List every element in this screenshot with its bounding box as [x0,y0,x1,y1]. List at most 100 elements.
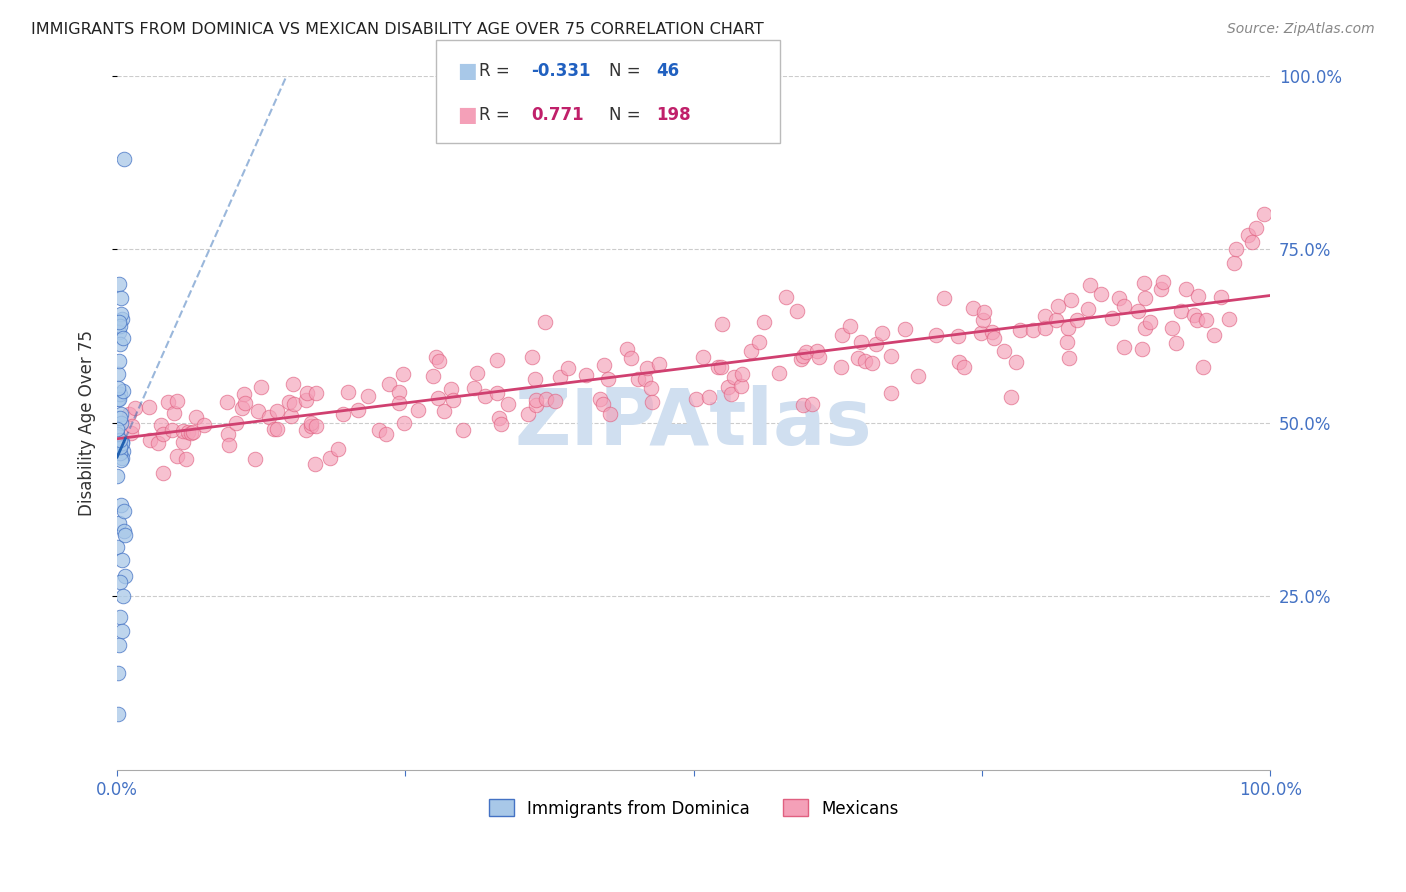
Point [533,314,555,328]
Point [326,442,349,457]
Point [786,303,808,318]
Point [152,427,174,442]
Point [108,610,131,624]
Point [520,350,543,364]
Point [111,624,134,639]
Point [1056,334,1078,349]
Point [870,326,893,340]
Point [107,326,129,340]
Point [740,344,762,359]
Point [474,389,496,403]
Text: N =: N = [609,62,645,79]
Text: R =: R = [479,62,516,79]
Point [375,427,398,442]
Point [697,391,720,405]
Point [1108,292,1130,306]
Point [392,416,415,430]
Point [108,277,131,291]
Point [266,421,288,435]
Point [953,360,976,375]
Point [596,372,619,386]
Point [112,384,135,398]
Point [880,385,903,400]
Point [108,440,131,454]
Point [983,331,1005,345]
Y-axis label: Disability Age Over 75: Disability Age Over 75 [79,330,96,516]
Point [440,382,463,396]
Point [1182,308,1205,322]
Point [496,397,519,411]
Point [108,337,131,351]
Point [486,352,509,367]
Point [112,503,135,517]
Point [592,397,614,411]
Point [108,386,131,401]
Point [640,381,662,395]
Point [299,416,322,430]
Point [105,469,128,483]
Point [146,436,169,450]
Point [278,394,301,409]
Point [299,419,322,434]
Point [1066,313,1088,327]
Point [111,330,134,344]
Point [347,402,370,417]
Point [124,401,146,416]
Point [280,409,302,423]
Point [108,316,131,330]
Point [294,393,316,408]
Point [636,360,658,375]
Point [489,417,512,431]
Point [120,425,142,440]
Point [107,368,129,382]
Point [1225,242,1247,256]
Point [962,301,984,315]
Point [441,392,464,407]
Point [524,399,547,413]
Point [425,351,447,365]
Point [107,392,129,406]
Point [789,351,811,366]
Text: IMMIGRANTS FROM DOMINICA VS MEXICAN DISABILITY AGE OVER 75 CORRELATION CHART: IMMIGRANTS FROM DOMINICA VS MEXICAN DISA… [31,22,763,37]
Point [108,638,131,652]
Point [166,393,188,408]
Point [641,395,664,409]
Point [731,368,754,382]
Point [422,368,444,383]
Point [1139,315,1161,329]
Point [177,425,200,439]
Point [304,457,326,471]
Point [294,423,316,437]
Point [1126,303,1149,318]
Point [720,387,742,401]
Point [523,372,546,386]
Point [849,334,872,349]
Point [775,290,797,304]
Point [1160,321,1182,335]
Point [110,407,132,421]
Point [174,452,197,467]
Point [1152,275,1174,289]
Point [1078,278,1101,293]
Point [1170,304,1192,318]
Text: 0.771: 0.771 [531,106,583,124]
Point [792,349,814,363]
Point [233,386,256,401]
Point [427,391,450,405]
Point [627,372,650,386]
Point [853,354,876,368]
Point [110,318,132,333]
Point [451,423,474,437]
Point [305,385,328,400]
Point [599,407,621,421]
Point [233,396,256,410]
Point [993,343,1015,358]
Point [114,152,136,166]
Point [463,381,485,395]
Point [107,665,129,680]
Point [111,552,134,566]
Point [249,380,271,394]
Point [388,384,411,399]
Point [429,353,451,368]
Point [620,351,643,365]
